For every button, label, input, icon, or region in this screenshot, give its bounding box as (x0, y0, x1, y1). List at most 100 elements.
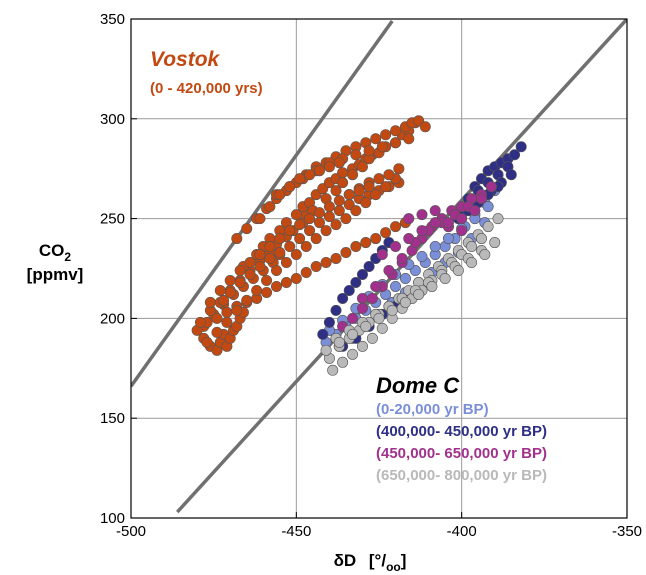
data-point (231, 233, 243, 245)
data-point (244, 257, 256, 269)
data-point (360, 197, 372, 209)
data-point (363, 145, 375, 157)
data-point (363, 181, 375, 193)
x-tick-label: -400 (447, 523, 477, 540)
data-point (264, 241, 276, 253)
data-point (360, 320, 372, 332)
data-points (191, 115, 527, 376)
x-tick-label: -500 (116, 523, 146, 540)
data-point (390, 241, 402, 253)
data-point (482, 221, 494, 233)
y-tick-label: 350 (100, 11, 125, 28)
data-point (310, 233, 322, 245)
x-tick-label: -350 (612, 523, 642, 540)
data-point (320, 225, 332, 237)
y-axis-ticks: 100 150 200 250 300 350 (100, 11, 137, 527)
data-point (343, 284, 355, 296)
data-point (347, 169, 359, 181)
data-point (264, 201, 276, 213)
data-point (426, 280, 438, 292)
data-point (366, 292, 378, 304)
data-point (396, 253, 408, 265)
plot-area (130, 18, 628, 519)
y-axis-title: CO2 (39, 241, 72, 264)
data-point (429, 241, 441, 253)
data-point (390, 221, 402, 233)
data-point (294, 173, 306, 185)
data-point (224, 274, 236, 286)
data-point (509, 149, 521, 161)
data-point (370, 189, 382, 201)
data-point (452, 264, 464, 276)
data-point (284, 225, 296, 237)
data-point (241, 223, 253, 235)
data-point (390, 280, 402, 292)
data-point (254, 261, 266, 273)
data-point (340, 247, 352, 259)
data-point (231, 304, 243, 316)
data-point (356, 302, 368, 314)
data-point (330, 219, 342, 231)
data-point (323, 201, 335, 213)
legend-dome-c-title: Dome C (376, 373, 460, 398)
data-point (416, 209, 428, 221)
data-point (300, 241, 312, 253)
series-0 (191, 115, 431, 356)
plot-frame (130, 18, 628, 519)
data-point (337, 177, 349, 189)
data-point (476, 233, 488, 245)
data-point (515, 141, 527, 153)
data-point (251, 284, 263, 296)
data-point (280, 276, 292, 288)
data-point (333, 157, 345, 169)
data-point (304, 169, 316, 181)
y-tick-label: 250 (100, 211, 125, 228)
data-point (218, 294, 230, 306)
data-point (204, 296, 216, 308)
data-point (370, 280, 382, 292)
data-point (376, 249, 388, 261)
data-point (284, 241, 296, 253)
data-point (399, 296, 411, 308)
data-point (330, 185, 342, 197)
data-point (347, 312, 359, 324)
legend-series-400k-450k: (400,000- 450,000 yr BP) (376, 423, 547, 440)
data-point (211, 326, 223, 338)
data-point (337, 356, 349, 368)
data-point (201, 336, 213, 348)
data-point (380, 181, 392, 193)
data-point (416, 251, 428, 263)
y-axis-label: CO2 (39, 241, 72, 264)
data-point (234, 276, 246, 288)
data-point (347, 328, 359, 340)
data-point (313, 207, 325, 219)
data-point (294, 233, 306, 245)
y-tick-label: 200 (100, 310, 125, 327)
data-point (403, 233, 415, 245)
data-point (380, 227, 392, 239)
legend-vostok-title: Vostok (150, 48, 221, 71)
data-point (466, 257, 478, 269)
data-point (343, 189, 355, 201)
series-3 (337, 181, 497, 332)
data-point (350, 149, 362, 161)
data-point (356, 161, 368, 173)
data-point (419, 121, 431, 133)
x-axis-title: δD [°/oo] (334, 551, 407, 574)
legend-series-0-20k: (0-20,000 yr BP) (376, 401, 489, 418)
data-point (383, 264, 395, 276)
data-point (366, 332, 378, 344)
data-point (313, 165, 325, 177)
data-point (350, 205, 362, 217)
data-point (442, 233, 454, 245)
data-point (356, 268, 368, 280)
data-point (274, 247, 286, 259)
data-point (356, 340, 368, 352)
data-point (317, 328, 329, 340)
regression-line (131, 19, 394, 388)
data-point (403, 133, 415, 145)
x-axis-unit: [°/oo] (369, 551, 407, 574)
data-point (214, 284, 226, 296)
data-point (370, 233, 382, 245)
data-point (429, 217, 441, 229)
